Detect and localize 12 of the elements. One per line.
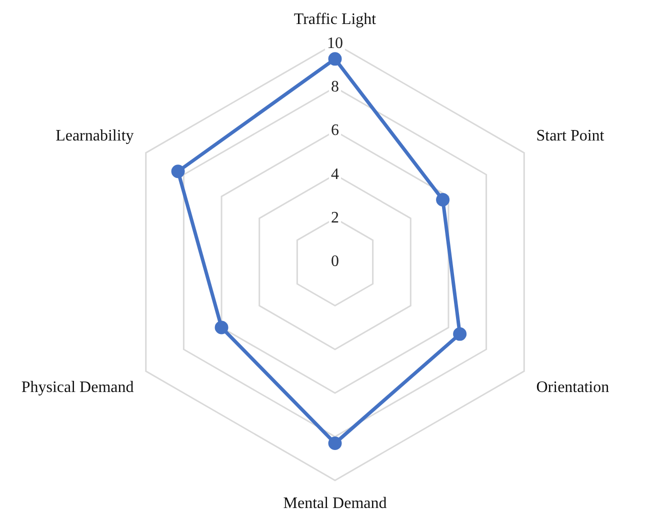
y-tick-label: 0 <box>331 253 339 270</box>
y-tick-label: 4 <box>331 166 339 183</box>
spoke-label: Learnability <box>56 127 134 144</box>
y-tick-label: 2 <box>331 210 339 227</box>
spoke-label: Physical Demand <box>21 378 134 396</box>
y-tick-label: 8 <box>331 78 339 96</box>
y-tick-label: 6 <box>331 122 339 140</box>
spoke-label: Mental Demand <box>283 495 387 512</box>
spoke-label: Traffic Light <box>294 11 377 28</box>
spoke-label: Orientation <box>536 378 610 396</box>
spoke-label: Start Point <box>536 127 605 144</box>
y-tick-label: 10 <box>327 34 343 52</box>
